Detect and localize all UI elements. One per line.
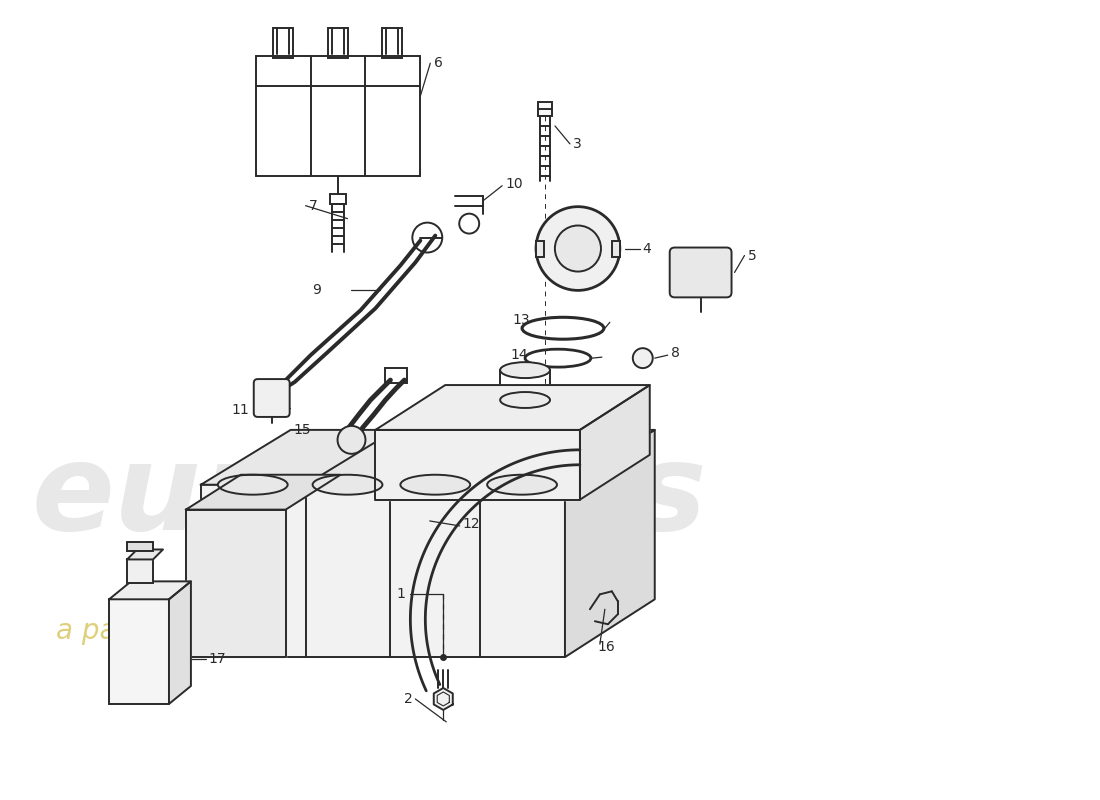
Ellipse shape [400,474,470,494]
Polygon shape [186,510,286,657]
Ellipse shape [487,474,557,494]
Polygon shape [580,385,650,500]
Text: 10: 10 [505,177,522,190]
Polygon shape [266,235,436,395]
Polygon shape [201,485,565,657]
Text: 1: 1 [396,587,406,602]
Bar [273,28,293,58]
Text: 2: 2 [404,692,412,706]
Text: 12: 12 [463,517,481,531]
Bar [385,368,407,383]
Polygon shape [201,430,654,485]
Bar [109,599,169,704]
Circle shape [338,426,365,454]
Polygon shape [109,582,191,599]
Polygon shape [433,688,453,710]
Ellipse shape [500,392,550,408]
Circle shape [632,348,652,368]
FancyBboxPatch shape [670,247,732,298]
Bar [538,102,552,116]
Ellipse shape [500,362,550,378]
Text: 8: 8 [671,346,680,360]
Bar [330,194,345,204]
Text: a passion for parts since 1985: a passion for parts since 1985 [56,617,476,645]
Polygon shape [375,430,580,500]
Polygon shape [128,550,163,559]
Circle shape [554,226,601,271]
Text: 6: 6 [434,56,443,70]
Bar [536,241,544,257]
Text: 5: 5 [748,249,757,262]
Bar [128,542,153,551]
Polygon shape [169,582,191,704]
Text: europarts: europarts [31,438,707,554]
FancyBboxPatch shape [254,379,289,417]
Bar [612,241,619,257]
Text: 11: 11 [231,403,249,417]
Text: 3: 3 [573,137,582,151]
Polygon shape [565,430,654,657]
Text: 7: 7 [309,198,318,213]
Polygon shape [345,380,405,440]
Text: 17: 17 [209,652,227,666]
Text: 9: 9 [311,283,320,298]
Circle shape [536,206,619,290]
Polygon shape [375,385,650,430]
Ellipse shape [218,474,288,494]
Ellipse shape [312,474,383,494]
Text: 4: 4 [642,242,651,255]
Text: 16: 16 [598,640,616,654]
Bar [128,559,153,583]
Text: 14: 14 [510,348,528,362]
Text: 13: 13 [513,314,530,327]
Bar [383,28,403,58]
Bar [328,28,348,58]
Bar [255,56,420,176]
Polygon shape [186,474,341,510]
Text: 15: 15 [293,423,310,437]
